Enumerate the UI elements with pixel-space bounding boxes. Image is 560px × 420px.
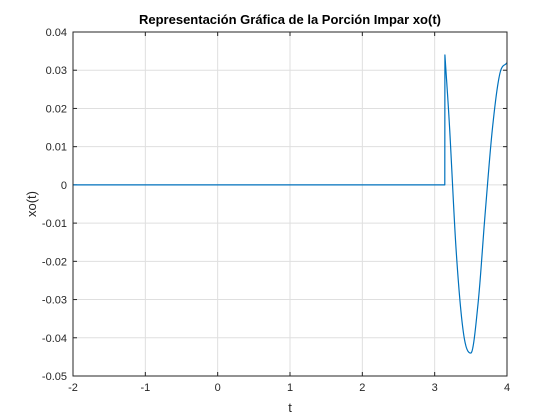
tick-labels: -2 -1 0 1 2 3 4 -0.05 -0.04 -0.03 -0.02 -0.01 0 0.01 0… [42, 27, 510, 394]
y-tick-label: -0.01 [42, 218, 67, 230]
x-tick-label: 4 [504, 382, 510, 394]
chart-title: Representación Gráfica de la Porción Imp… [139, 12, 441, 27]
y-tick-label: -0.02 [42, 256, 67, 268]
plot-frame [72, 31, 508, 377]
y-tick-label: 0.01 [46, 142, 67, 154]
y-tick-label: -0.05 [42, 371, 67, 383]
series [73, 54, 508, 354]
y-tick-label: 0.02 [46, 103, 67, 115]
x-tick-label: 3 [432, 382, 438, 394]
x-tick-label: 1 [287, 382, 293, 394]
y-axis-label: xo(t) [24, 191, 39, 217]
x-tick-label: 2 [359, 382, 365, 394]
y-tick-label: 0.04 [46, 27, 67, 39]
y-tick-label: 0 [61, 180, 67, 192]
x-tick-label: -2 [68, 382, 78, 394]
x-axis-label: t [288, 400, 292, 415]
series-line-0 [73, 54, 508, 354]
y-tick-label: -0.04 [42, 333, 67, 345]
x-tick-label: -1 [140, 382, 150, 394]
x-tick-label: 0 [215, 382, 221, 394]
y-tick-label: -0.03 [42, 295, 67, 307]
y-tick-label: 0.03 [46, 65, 67, 77]
